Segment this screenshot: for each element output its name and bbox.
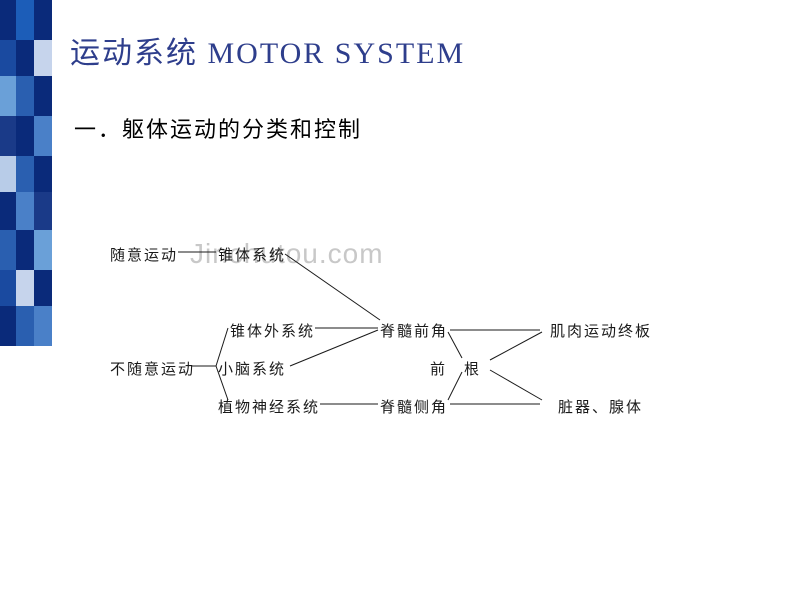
- sidebar-block: [34, 306, 52, 346]
- sidebar-block: [0, 76, 16, 116]
- sidebar-block: [0, 270, 16, 306]
- sidebar-block: [0, 306, 16, 346]
- diagram-label-cerebellum: 小脑系统: [218, 358, 286, 379]
- diagram-label-lateral_horn: 脊髓侧角: [380, 396, 448, 417]
- diagram-label-autonomic: 植物神经系统: [218, 396, 320, 417]
- decorative-sidebar: [0, 0, 52, 600]
- sidebar-block: [16, 230, 34, 270]
- diagram-label-voluntary: 随意运动: [110, 244, 178, 265]
- sidebar-block: [16, 40, 34, 76]
- sidebar-block: [0, 156, 16, 192]
- slide-content: 运动系统 MOTOR SYSTEM 一．躯体运动的分类和控制: [70, 28, 780, 144]
- sidebar-block: [0, 40, 16, 76]
- diagram-label-involuntary: 不随意运动: [110, 358, 195, 379]
- sidebar-block: [34, 192, 52, 230]
- diagram-label-muscle_endplate: 肌肉运动终板: [550, 320, 652, 341]
- sidebar-block: [0, 0, 16, 40]
- sidebar-block: [16, 0, 34, 40]
- sidebar-block: [16, 192, 34, 230]
- sidebar-block: [34, 40, 52, 76]
- diagram-label-anterior_horn: 脊髓前角: [380, 320, 448, 341]
- sidebar-block: [16, 156, 34, 192]
- sidebar-block: [16, 306, 34, 346]
- diagram-label-pyramidal: 锥体系统: [218, 244, 286, 265]
- sidebar-block: [34, 230, 52, 270]
- sidebar-block: [16, 76, 34, 116]
- sidebar-block: [34, 76, 52, 116]
- slide-title: 运动系统 MOTOR SYSTEM: [70, 28, 780, 72]
- sidebar-block: [34, 116, 52, 156]
- sidebar-block: [0, 230, 16, 270]
- sidebar-block: [0, 116, 16, 156]
- motor-system-diagram: 随意运动 锥体系统不随意运动 锥体外系统小脑系统植物神经系统 脊髓前角脊髓侧角 前 根 肌…: [100, 220, 740, 440]
- diagram-label-extrapyramidal: 锥体外系统: [230, 320, 315, 341]
- diagram-label-organs_glands: 脏器、腺体: [558, 396, 643, 417]
- diagram-label-anterior_root: 前 根: [430, 358, 481, 379]
- slide-subtitle: 一．躯体运动的分类和控制: [74, 112, 780, 144]
- sidebar-block: [34, 156, 52, 192]
- sidebar-block: [34, 0, 52, 40]
- sidebar-block: [16, 270, 34, 306]
- sidebar-block: [16, 116, 34, 156]
- sidebar-block: [0, 192, 16, 230]
- sidebar-block: [34, 270, 52, 306]
